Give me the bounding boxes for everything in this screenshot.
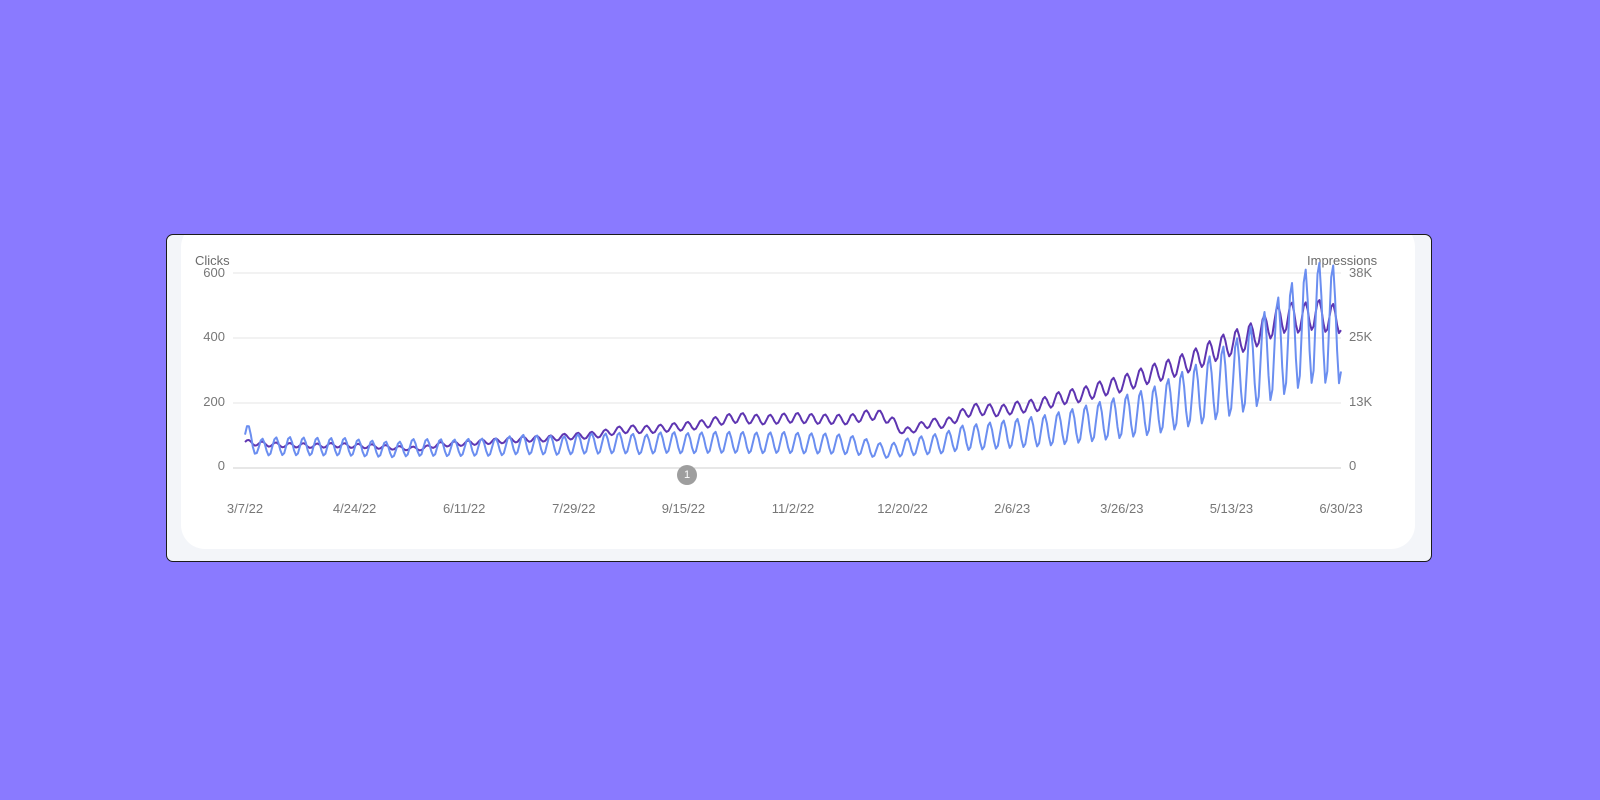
y-tick-right: 38K [1349,265,1373,280]
x-tick-label: 2/6/23 [994,501,1031,516]
line-chart [233,261,1342,469]
y-axis-left-title: Clicks [195,253,230,268]
y-tick-right: 0 [1349,458,1357,473]
y-tick-left: 600 [203,265,225,280]
clicks-series-line [244,299,1342,452]
x-tick-label: 12/20/22 [877,501,928,516]
y-tick-right: 25K [1349,329,1373,344]
y-tick-left: 0 [217,458,225,473]
y-tick-right: 13K [1349,394,1373,409]
annotation-marker[interactable]: 1 [677,465,697,485]
x-tick-label: 7/29/22 [552,501,596,516]
x-tick-label: 3/26/23 [1100,501,1144,516]
x-tick-label: 6/11/22 [442,501,486,516]
y-axis-right-title: Impressions [1307,253,1378,268]
x-tick-label: 5/13/23 [1209,501,1254,516]
x-tick-label: 3/7/22 [226,501,264,516]
performance-chart-card: Clicks Impressions 600 400 200 0 38K 25K… [166,234,1432,562]
y-tick-left: 400 [203,329,225,344]
impressions-series-line [244,261,1342,459]
x-tick-label: 4/24/22 [332,501,377,516]
x-tick-label: 6/30/23 [1319,501,1363,516]
x-tick-label: 9/15/22 [661,501,706,516]
chart-panel: Clicks Impressions 600 400 200 0 38K 25K… [181,235,1415,549]
x-tick-label: 11/2/22 [771,501,815,516]
y-tick-left: 200 [203,394,225,409]
